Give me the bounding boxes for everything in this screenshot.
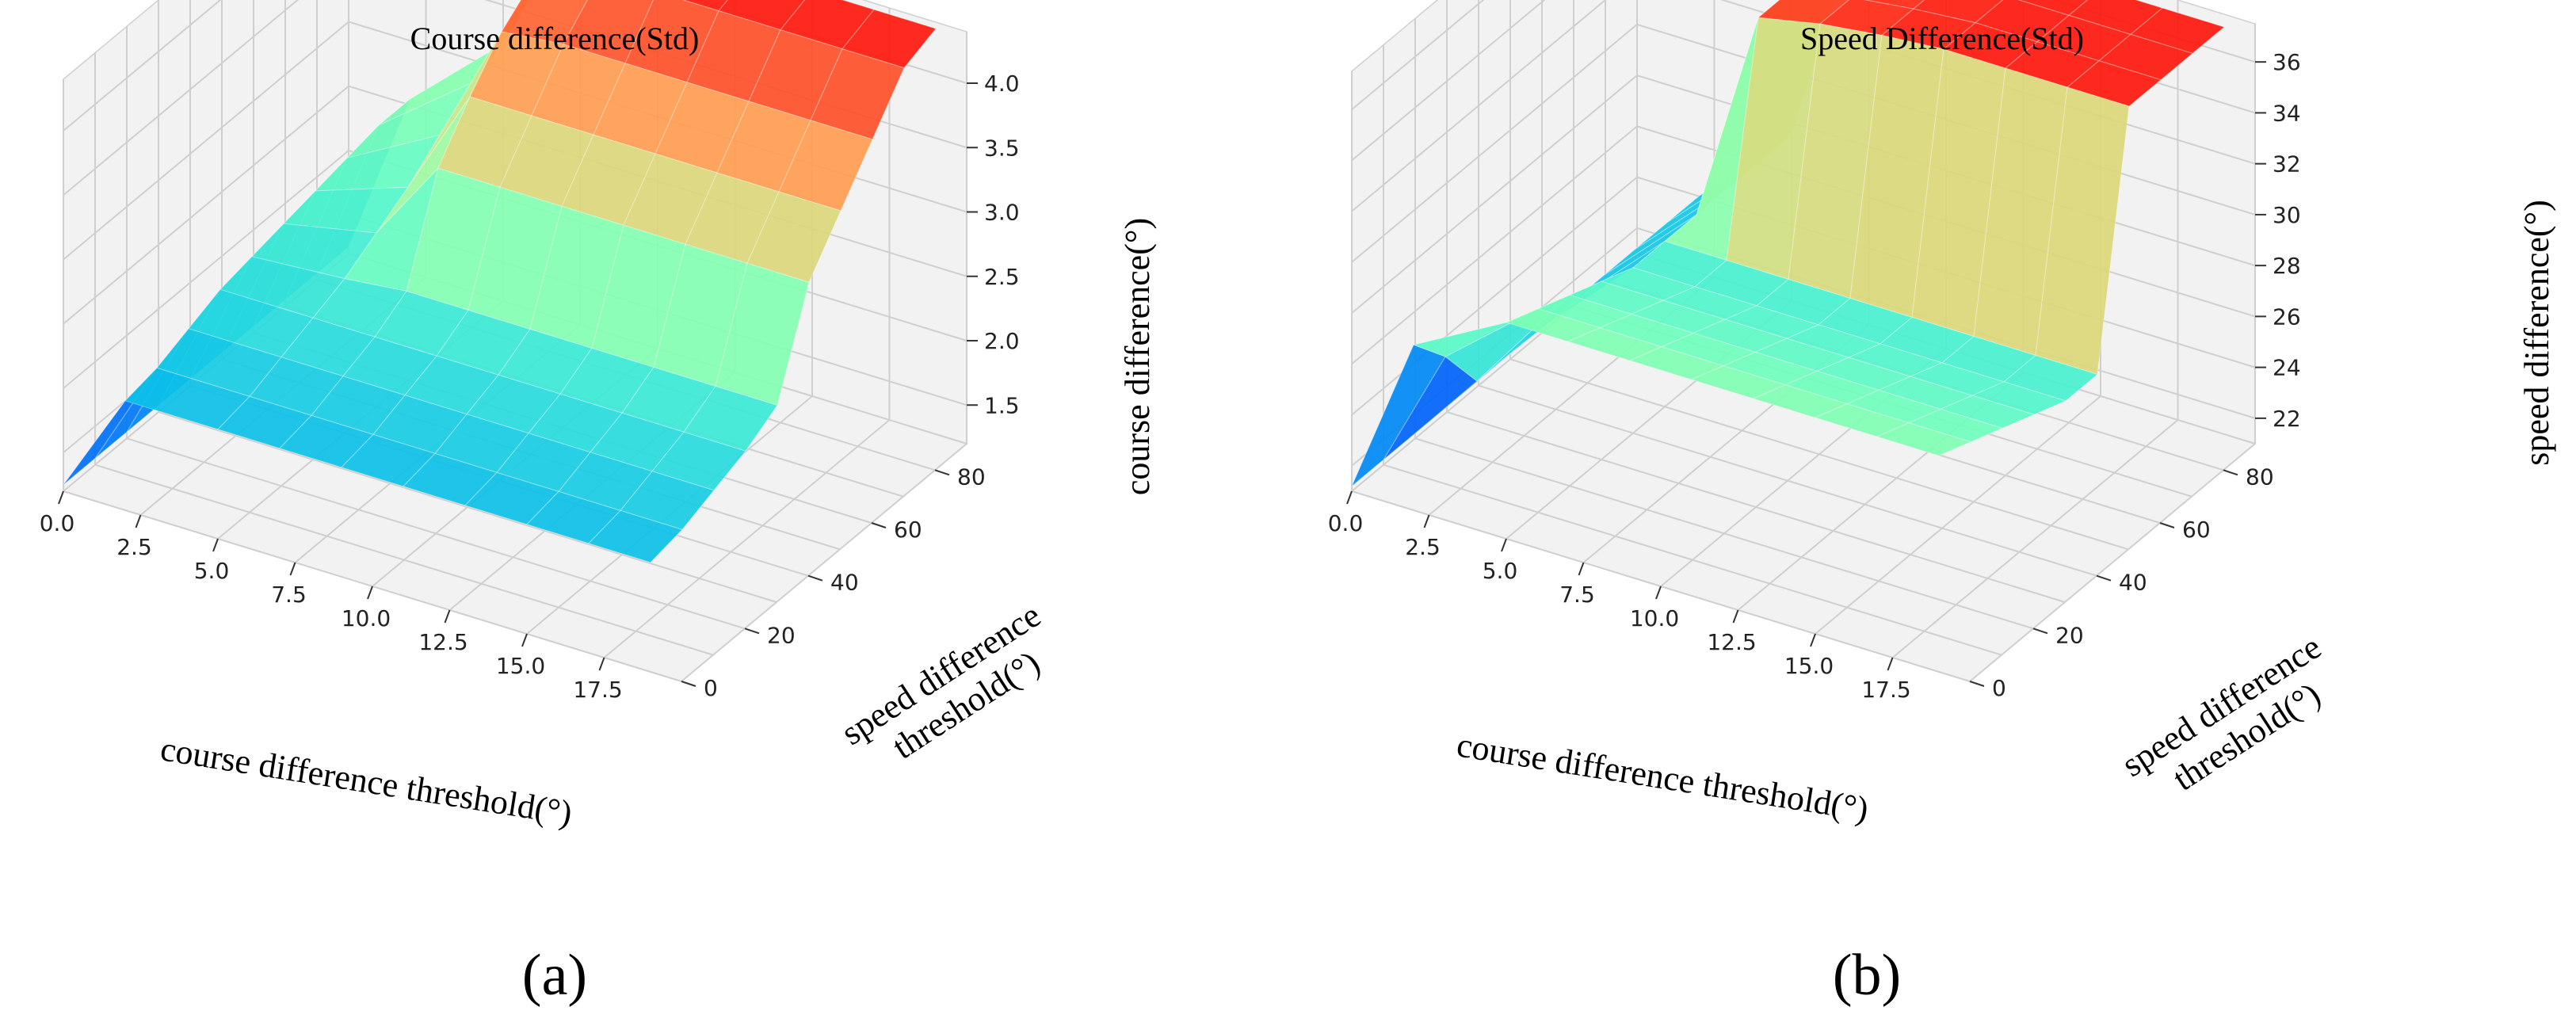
z-tick-label: 1.5 [984,392,1020,418]
z-tick-label: 4.0 [984,71,1020,97]
y-tick-mark [807,574,823,582]
panel-a: 0.0 2.5 5.0 7.5 10.0 12.5 15.0 17.5 0 20 40 60 80 1.5… [40,0,1157,1008]
x-tick-mark [1887,657,1894,671]
y-tick-mark [2096,574,2112,582]
x-tick-mark [1501,538,1507,552]
y-tick-label: 20 [2055,622,2084,648]
surface-facet [1912,0,2004,24]
z-tick-label: 22 [2273,406,2301,432]
y-tick-label: 0 [704,675,718,701]
x-tick-label: 17.5 [1861,677,1910,703]
x-tick-mark [1346,490,1353,505]
y-tick-label: 40 [2119,570,2147,596]
x-tick-mark [598,657,605,671]
surface-facet [1863,0,1925,10]
y-axis-label-a: speed difference threshold(°) [834,591,1076,786]
x-tick-label: 7.5 [1559,582,1595,608]
x-tick-mark [1810,633,1816,647]
y-tick-mark [2032,628,2048,635]
x-tick-label: 0.0 [40,510,75,536]
z-tick-label: 28 [2273,253,2301,279]
surface-chart-a: 0.0 2.5 5.0 7.5 10.0 12.5 15.0 17.5 0 20 40 60 80 1.5… [40,0,1157,1008]
x-tick-mark [135,514,142,528]
panel-label-b: (b) [1833,943,1901,1008]
z-tick-label: 2.0 [984,328,1020,354]
y-tick-label: 0 [1992,675,2006,701]
y-tick-label: 20 [767,622,796,648]
surface-b [1351,0,2226,486]
x-tick-mark [289,562,296,576]
panel-label-a: (a) [522,943,587,1008]
y-tick-label: 80 [2246,464,2274,490]
x-tick-label: 12.5 [1707,629,1756,655]
y-tick-label: 80 [957,464,986,490]
x-tick-mark [367,586,373,600]
x-tick-mark [444,609,451,624]
z-tick-label: 36 [2273,49,2301,75]
y-tick-label: 40 [830,570,859,596]
grid-line [158,0,777,603]
chart-title-b: Speed Difference(Std) [1800,21,2084,56]
x-tick-label: 7.5 [271,582,307,608]
z-axis-label-b: speed difference(°) [2517,200,2556,466]
y-tick-mark [681,681,696,687]
surface-chart-b: 0.0 2.5 5.0 7.5 10.0 12.5 15.0 17.5 0 20 40 60 80 22 2… [1328,0,2556,1008]
z-tick-label: 32 [2273,151,2301,177]
grid-line [1351,0,2256,110]
x-tick-label: 0.0 [1328,510,1364,536]
x-tick-mark [1578,562,1585,576]
x-tick-label: 15.0 [1784,653,1834,679]
y-tick-label: 60 [2182,517,2211,543]
grid-line [94,52,714,656]
x-axis-label-b: course difference threshold(°) [1454,725,1871,829]
surface-a [63,0,937,563]
x-tick-mark [1423,514,1430,528]
x-tick-label: 12.5 [418,629,467,655]
surface-facet [841,9,937,69]
x-tick-label: 10.0 [342,605,391,631]
z-tick-label: 2.5 [984,264,1020,290]
z-axis-label-a: course difference(°) [1118,218,1157,495]
z-tick-label: 3.5 [984,135,1020,161]
surface-facet [588,509,683,563]
y-axis-label-b: speed difference threshold(°) [2115,623,2357,818]
z-tick-label: 30 [2273,202,2301,228]
z-tick-label: 34 [2273,100,2301,126]
z-tick-label: 26 [2273,303,2301,330]
x-tick-label: 5.0 [1483,558,1518,584]
x-tick-mark [58,490,64,505]
panel-b: 0.0 2.5 5.0 7.5 10.0 12.5 15.0 17.5 0 20 40 60 80 22 2… [1288,0,2576,1030]
y-tick-mark [2223,469,2238,476]
chart-title-a: Course difference(Std) [410,21,700,56]
grid-line [126,26,746,630]
z-tick-label: 24 [2273,355,2301,381]
x-tick-label: 2.5 [1405,534,1441,560]
x-tick-mark [1655,586,1662,600]
y-tick-mark [934,469,950,476]
x-axis-label-a: course difference threshold(°) [158,729,574,833]
x-tick-label: 17.5 [573,677,622,703]
x-tick-label: 2.5 [116,534,152,560]
z-tick-label: 3.0 [984,200,1020,226]
y-tick-mark [744,628,760,635]
surface-facet [1876,422,1972,456]
x-tick-mark [212,538,219,552]
x-tick-label: 15.0 [496,653,545,679]
y-tick-label: 60 [894,517,922,543]
x-tick-mark [1732,609,1739,624]
x-tick-label: 10.0 [1630,605,1679,631]
y-tick-mark [2159,522,2175,528]
y-tick-mark [871,522,887,528]
x-tick-mark [521,633,528,647]
y-tick-mark [1969,681,1985,687]
x-tick-label: 5.0 [194,558,230,584]
